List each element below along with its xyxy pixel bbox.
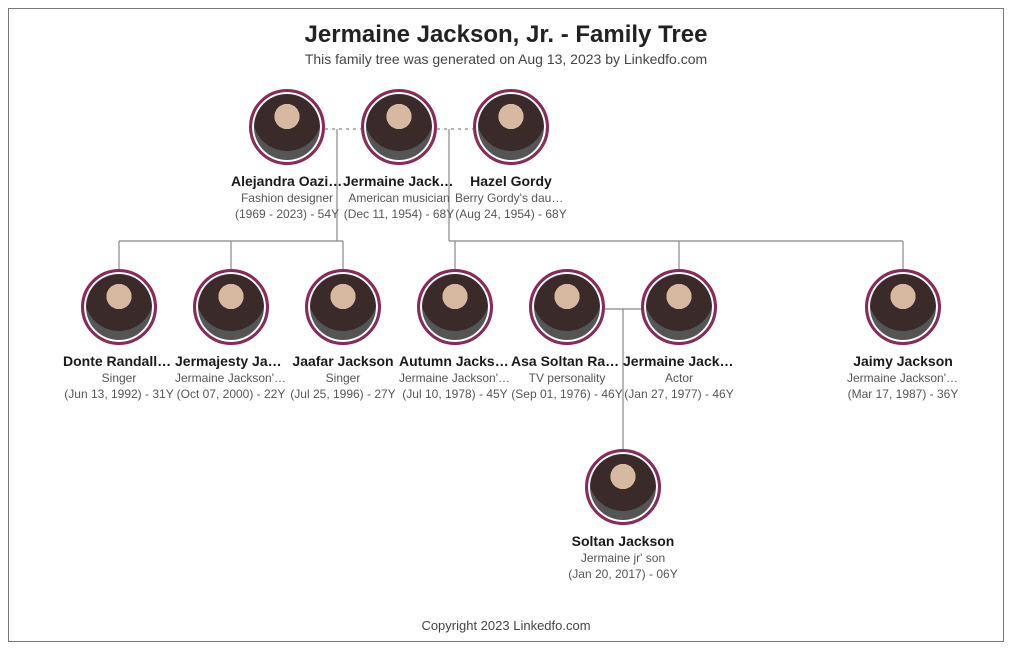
person-autumn: Autumn Jackson Jermaine Jackson's daughte…	[399, 269, 511, 401]
person-desc: Jermaine Jackson's daughter	[399, 371, 511, 385]
person-desc: Actor	[623, 371, 735, 385]
family-tree-frame: Jermaine Jackson, Jr. - Family Tree This…	[8, 8, 1004, 642]
person-jermaine: Jermaine Jackson American musician (Dec 11…	[343, 89, 455, 221]
person-desc: Singer	[287, 371, 399, 385]
person-dates: (Jan 20, 2017) - 06Y	[567, 567, 679, 581]
avatar	[641, 269, 717, 345]
person-dates: (Oct 07, 2000) - 22Y	[175, 387, 287, 401]
person-desc: Jermaine Jackson's son	[175, 371, 287, 385]
person-desc: American musician	[343, 191, 455, 205]
person-asa: Asa Soltan Rahmati TV personality (Sep 01,…	[511, 269, 623, 401]
person-name: Asa Soltan Rahmati	[511, 353, 623, 369]
avatar	[473, 89, 549, 165]
copyright-text: Copyright 2023 Linkedfo.com	[9, 618, 1003, 633]
person-jermainejr: Jermaine Jack ... Actor (Jan 27, 1977) - 4…	[623, 269, 735, 401]
person-name: Alejandra Oaziaza	[231, 173, 343, 189]
avatar	[361, 89, 437, 165]
person-name: Jermajesty Jackson	[175, 353, 287, 369]
person-name: Soltan Jackson	[567, 533, 679, 549]
person-name: Hazel Gordy	[455, 173, 567, 189]
person-soltan: Soltan Jackson Jermaine jr' son (Jan 20, 2…	[567, 449, 679, 581]
person-dates: (Jul 10, 1978) - 45Y	[399, 387, 511, 401]
person-dates: (Sep 01, 1976) - 46Y	[511, 387, 623, 401]
avatar	[865, 269, 941, 345]
avatar	[81, 269, 157, 345]
person-name: Jermaine Jackson	[343, 173, 455, 189]
person-dates: (Aug 24, 1954) - 68Y	[455, 207, 567, 221]
person-desc: Singer	[63, 371, 175, 385]
person-name: Jaafar Jackson	[287, 353, 399, 369]
person-dates: (Jun 13, 1992) - 31Y	[63, 387, 175, 401]
avatar	[585, 449, 661, 525]
person-name: Jermaine Jack ...	[623, 353, 735, 369]
person-donte: Donte Randall J ... Singer (Jun 13, 1992) …	[63, 269, 175, 401]
person-name: Jaimy Jackson	[847, 353, 959, 369]
avatar	[193, 269, 269, 345]
person-desc: Jermaine jr' son	[567, 551, 679, 565]
person-alejandra: Alejandra Oaziaza Fashion designer (1969 -…	[231, 89, 343, 221]
person-name: Donte Randall J ...	[63, 353, 175, 369]
person-desc: TV personality	[511, 371, 623, 385]
person-dates: (1969 - 2023) - 54Y	[231, 207, 343, 221]
avatar	[249, 89, 325, 165]
avatar	[305, 269, 381, 345]
avatar	[529, 269, 605, 345]
avatar	[417, 269, 493, 345]
person-hazel: Hazel Gordy Berry Gordy's daughter (Aug 24…	[455, 89, 567, 221]
page-subtitle: This family tree was generated on Aug 13…	[9, 51, 1003, 67]
person-dates: (Mar 17, 1987) - 36Y	[847, 387, 959, 401]
person-jaimy: Jaimy Jackson Jermaine Jackson's son (Mar …	[847, 269, 959, 401]
person-dates: (Jul 25, 1996) - 27Y	[287, 387, 399, 401]
person-jaafar: Jaafar Jackson Singer (Jul 25, 1996) - 27Y	[287, 269, 399, 401]
person-name: Autumn Jackson	[399, 353, 511, 369]
person-jermajesty: Jermajesty Jackson Jermaine Jackson's son…	[175, 269, 287, 401]
person-desc: Fashion designer	[231, 191, 343, 205]
person-desc: Jermaine Jackson's son	[847, 371, 959, 385]
person-dates: (Dec 11, 1954) - 68Y	[343, 207, 455, 221]
person-desc: Berry Gordy's daughter	[455, 191, 567, 205]
person-dates: (Jan 27, 1977) - 46Y	[623, 387, 735, 401]
page-title: Jermaine Jackson, Jr. - Family Tree	[9, 21, 1003, 49]
